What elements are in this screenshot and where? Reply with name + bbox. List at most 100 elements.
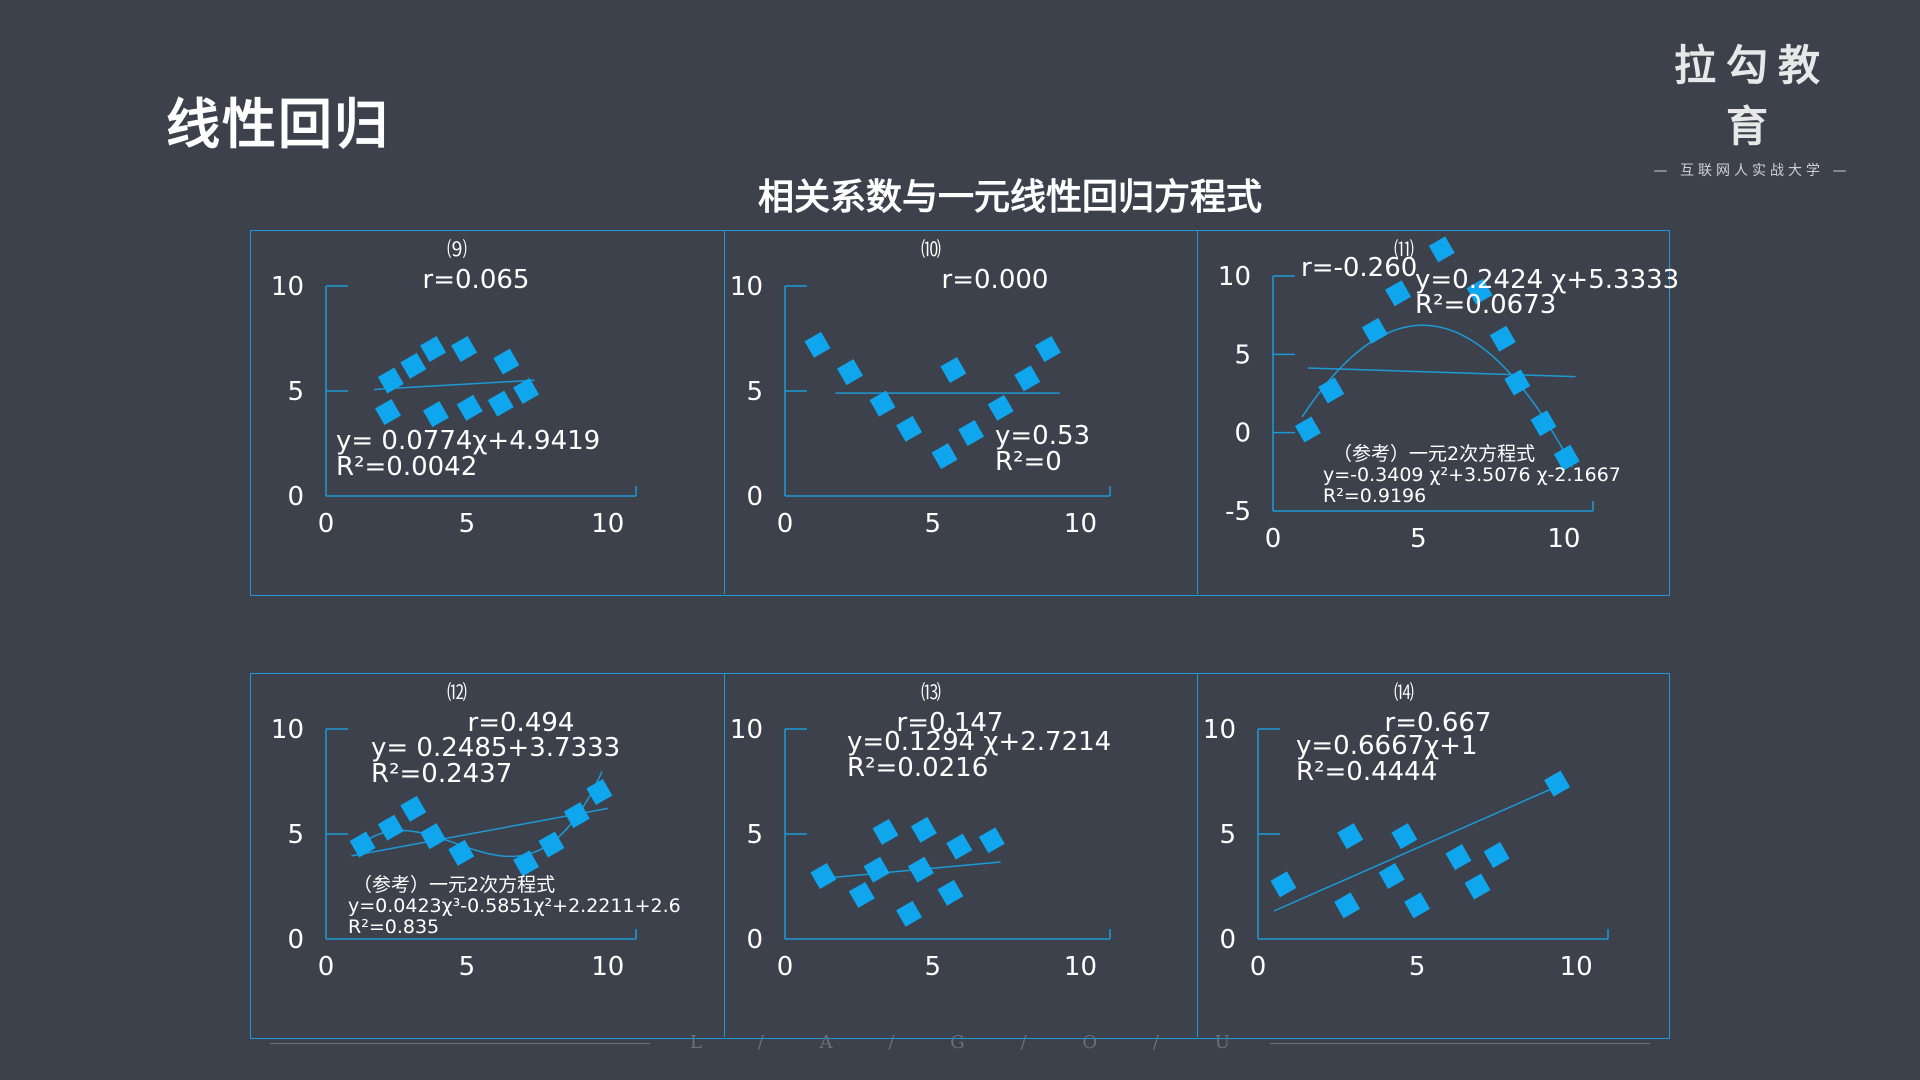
data-point (456, 394, 483, 421)
data-point (420, 823, 447, 850)
y-tick-label: 0 (746, 925, 763, 955)
annotation-label: R²=0.4444 (1296, 757, 1437, 787)
data-point (1445, 844, 1472, 871)
data-point (375, 399, 401, 425)
x-tick-label: 10 (1547, 524, 1580, 554)
y-tick-label: 5 (746, 820, 763, 850)
x-tick-label: 5 (1409, 952, 1426, 982)
footer-letter: G (950, 1032, 965, 1053)
data-point (987, 394, 1014, 421)
logo-tagline: — 互联网人实战大学 — (1653, 163, 1851, 179)
y-tick-label: 0 (1234, 419, 1251, 449)
x-tick-label: 10 (591, 509, 624, 539)
x-tick-label: 0 (1250, 952, 1267, 982)
y-tick-label: 5 (287, 377, 304, 407)
footer-brand-letters: L / A / G / O / U (690, 1032, 1230, 1053)
data-point (910, 816, 937, 843)
y-tick-label: 5 (1234, 340, 1251, 370)
x-tick-label: 5 (924, 952, 941, 982)
footer-separator: / (888, 1032, 895, 1053)
data-point (872, 818, 899, 845)
x-tick-label: 5 (459, 952, 476, 982)
annotation-label: R²=0.0042 (336, 452, 477, 482)
data-point (1034, 336, 1061, 362)
annotation-label: R²=0.0673 (1415, 290, 1556, 320)
chart-panel-12: 0 5 10 0 5 10 ⑿ r=0.494 y= 0.2485+3.7333 R²=0.243… (251, 674, 724, 1037)
annotation-label: r=0.494 (468, 708, 575, 738)
annotation-label: y=-0.3409 χ²+3.5076 χ-2.1667 (1323, 464, 1621, 486)
brand-logo: 拉勾教育 — 互联网人实战大学 — (1652, 32, 1852, 180)
data-point (1483, 842, 1510, 868)
annotation-label: r=0.065 (423, 265, 530, 295)
annotation-label: y=0.1294 χ+2.7214 (847, 727, 1111, 757)
logo-text: 拉勾教育 (1673, 41, 1830, 151)
footer-rule-left (270, 1043, 650, 1044)
data-point (1318, 377, 1345, 404)
y-tick-label: 10 (271, 272, 304, 302)
section-title: 相关系数与一元线性回归方程式 (757, 177, 1262, 218)
data-point (1378, 863, 1405, 889)
polynomial-curve (1301, 324, 1574, 468)
annotation-label: R²=0.9196 (1323, 485, 1426, 507)
x-tick-label: 10 (1560, 952, 1593, 982)
y-tick-label: 10 (730, 715, 763, 745)
data-point (1337, 823, 1364, 850)
annotation-label: r=0.147 (897, 708, 1004, 738)
footer-separator: / (1152, 1032, 1159, 1053)
data-point (907, 856, 934, 883)
data-point (349, 831, 376, 858)
data-point (1553, 444, 1580, 471)
annotation-label: （参考）一元2次方程式 (1333, 443, 1535, 465)
chart-title: ⑿ (447, 680, 467, 704)
regression-line (351, 807, 608, 857)
y-tick-label: -5 (1225, 497, 1251, 527)
data-point (377, 367, 404, 394)
x-tick-label: 10 (591, 952, 624, 982)
y-tick-label: 5 (287, 820, 304, 850)
data-point (538, 831, 565, 858)
data-point (978, 827, 1005, 854)
annotation-label: y=0.0423χ³-0.5851χ²+2.2211+2.6 (348, 895, 681, 917)
footer-letter: U (1214, 1032, 1230, 1053)
x-tick-label: 5 (924, 509, 941, 539)
annotation-label: r=-0.260 (1301, 253, 1417, 283)
annotation-label: R²=0 (995, 447, 1062, 477)
annotation-label: R²=0.2437 (371, 759, 512, 789)
y-tick-label: 0 (1219, 925, 1236, 955)
y-tick-label: 5 (746, 377, 763, 407)
page-title: 线性回归 (166, 93, 390, 156)
data-point (869, 390, 896, 417)
annotation-label: （参考）一元2次方程式 (353, 874, 555, 896)
data-point (896, 415, 923, 442)
y-tick-label: 10 (1203, 715, 1236, 745)
footer-letter: O (1082, 1032, 1098, 1053)
data-point (1544, 770, 1571, 797)
y-tick-label: 0 (287, 925, 304, 955)
data-point (586, 779, 613, 805)
data-point (448, 839, 475, 866)
regression-line (1273, 781, 1567, 912)
x-tick-label: 5 (459, 509, 476, 539)
annotation-label: y=0.2424 χ+5.3333 (1415, 265, 1679, 295)
footer-letter: A (819, 1032, 833, 1053)
x-tick-label: 0 (1265, 524, 1282, 554)
annotation-label: r=0.667 (1385, 708, 1492, 738)
data-point (946, 833, 973, 860)
data-point (848, 881, 875, 908)
data-point (940, 357, 967, 383)
data-point (487, 390, 514, 417)
y-tick-label: 5 (1219, 820, 1236, 850)
footer-rule-right (1270, 1043, 1650, 1044)
y-tick-label: 10 (730, 272, 763, 302)
scatter-chart-9: 0 5 10 0 5 10 ⑼ r=0.065 y= 0.0774χ+4.9419R²=0.00… (271, 237, 637, 539)
chart-title: ⑾ (1394, 237, 1414, 261)
footer-separator: / (1020, 1032, 1027, 1053)
data-point (422, 401, 449, 428)
annotation-label: y=0.53 (995, 421, 1090, 451)
data-point (1404, 892, 1431, 919)
x-tick-label: 10 (1064, 509, 1097, 539)
data-point (377, 814, 404, 841)
